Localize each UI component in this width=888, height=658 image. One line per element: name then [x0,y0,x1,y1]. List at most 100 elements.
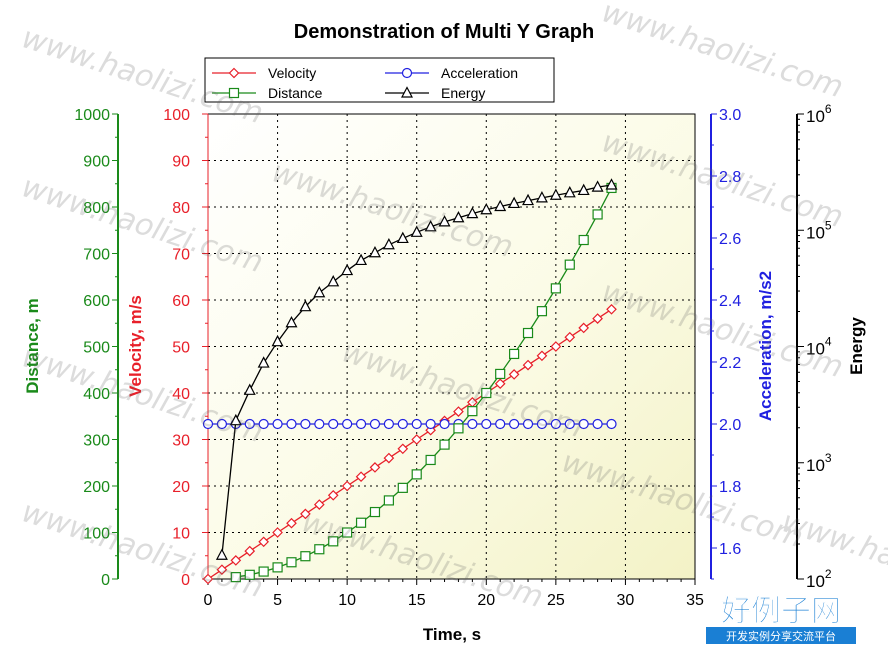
legend-box [204,57,555,103]
energy-point [480,202,493,215]
velocity-tick-label: 60 [172,293,190,310]
energy-point [299,299,312,312]
acceleration-point [439,418,450,430]
legend-item-acceleration: Acceleration [385,65,518,81]
series-energy [215,178,618,560]
distance-point [481,387,492,399]
acceleration-tick-label: 1.6 [719,541,741,558]
acceleration-point [495,418,506,430]
distance-point [564,259,575,270]
distance-tick-label: 700 [83,247,110,264]
velocity-point [592,313,603,324]
distance-point [411,469,422,480]
distance-point [230,572,241,583]
watermark-text: www.haolizi.com [598,0,848,105]
site-logo: 好例子网 开发实例分享交流平台 [706,594,856,644]
acceleration-point [328,418,339,430]
velocity-axis-title: Velocity, m/s [126,295,145,397]
energy-point [605,178,618,190]
logo-subtext-bg [706,627,856,644]
distance-tick-label: 200 [83,479,110,496]
acceleration-tick-label: 2.4 [719,293,741,310]
distance-point [425,454,436,466]
x-tick-label: 5 [273,592,282,609]
distance-point [495,368,506,380]
legend-swatch-marker [401,67,413,79]
energy-point [355,253,368,266]
acceleration-point [467,418,478,430]
velocity-point [606,303,617,315]
distance-point [300,551,311,562]
distance-point [272,562,283,573]
energy-point [563,186,576,198]
x-tick-label: 10 [338,592,356,609]
distance-point [244,569,255,580]
velocity-point [230,555,242,566]
acceleration-point [383,418,394,430]
distance-tick-label: 1000 [74,107,110,124]
distance-tick-label: 300 [83,433,110,450]
velocity-point [522,359,534,371]
energy-point [341,263,354,276]
x-tick-label: 20 [477,592,495,609]
energy-point [424,220,437,232]
energy-tick-label: 104 [806,335,832,359]
velocity-tick-label: 100 [163,107,190,124]
legend-swatch-marker [228,67,240,79]
acceleration-tick-label: 2.8 [719,169,741,186]
legend-label: Distance [268,85,323,101]
velocity-point [453,406,464,417]
velocity-point [313,499,325,510]
energy-point [215,548,228,560]
distance-point [328,536,339,547]
distance-tick-label: 400 [83,386,110,403]
velocity-tick-label: 30 [172,433,190,450]
velocity-tick-label: 0 [181,572,190,589]
legend: Velocity Acceleration Distance Energy [204,57,555,103]
x-tick-label: 15 [408,592,426,609]
legend-item-distance: Distance [212,85,323,101]
distance-point [314,544,325,555]
velocity-point [369,462,381,473]
acceleration-point [258,418,269,430]
distance-point [592,209,603,220]
acceleration-point [481,418,492,430]
energy-tick-label: 105 [806,218,832,242]
distance-point [258,566,269,577]
energy-point [549,188,562,200]
energy-point [535,191,548,203]
velocity-tick-label: 70 [172,247,190,264]
energy-point [271,334,284,347]
velocity-point [550,341,562,352]
distance-tick-label: 600 [83,293,110,310]
legend-swatch-marker [228,87,240,99]
energy-point [313,285,326,298]
energy-axis-title: Energy [847,317,866,375]
distance-point [453,423,464,434]
distance-point [509,348,520,360]
acceleration-point [397,418,408,430]
velocity-tick-label: 90 [172,154,190,171]
distance-point [383,495,394,506]
legend-swatch-marker [401,86,413,98]
series-distance [230,182,617,583]
velocity-point [355,471,367,483]
energy-point [466,206,479,219]
acceleration-tick-label: 2.0 [719,417,741,434]
logo-subtext: 开发实例分享交流平台 [726,629,836,643]
energy-point [577,183,590,196]
acceleration-tick-label: 2.6 [719,231,741,248]
acceleration-point [509,418,520,430]
energy-point [591,180,604,192]
legend-item-velocity: Velocity [212,65,316,81]
velocity-tick-label: 20 [172,479,190,496]
distance-point [355,517,367,528]
velocity-point [341,480,353,492]
velocity-point [300,508,311,520]
energy-point [410,225,423,237]
acceleration-point [272,418,283,430]
acceleration-point [606,418,617,430]
velocity-point [383,452,395,464]
velocity-point [286,517,297,529]
